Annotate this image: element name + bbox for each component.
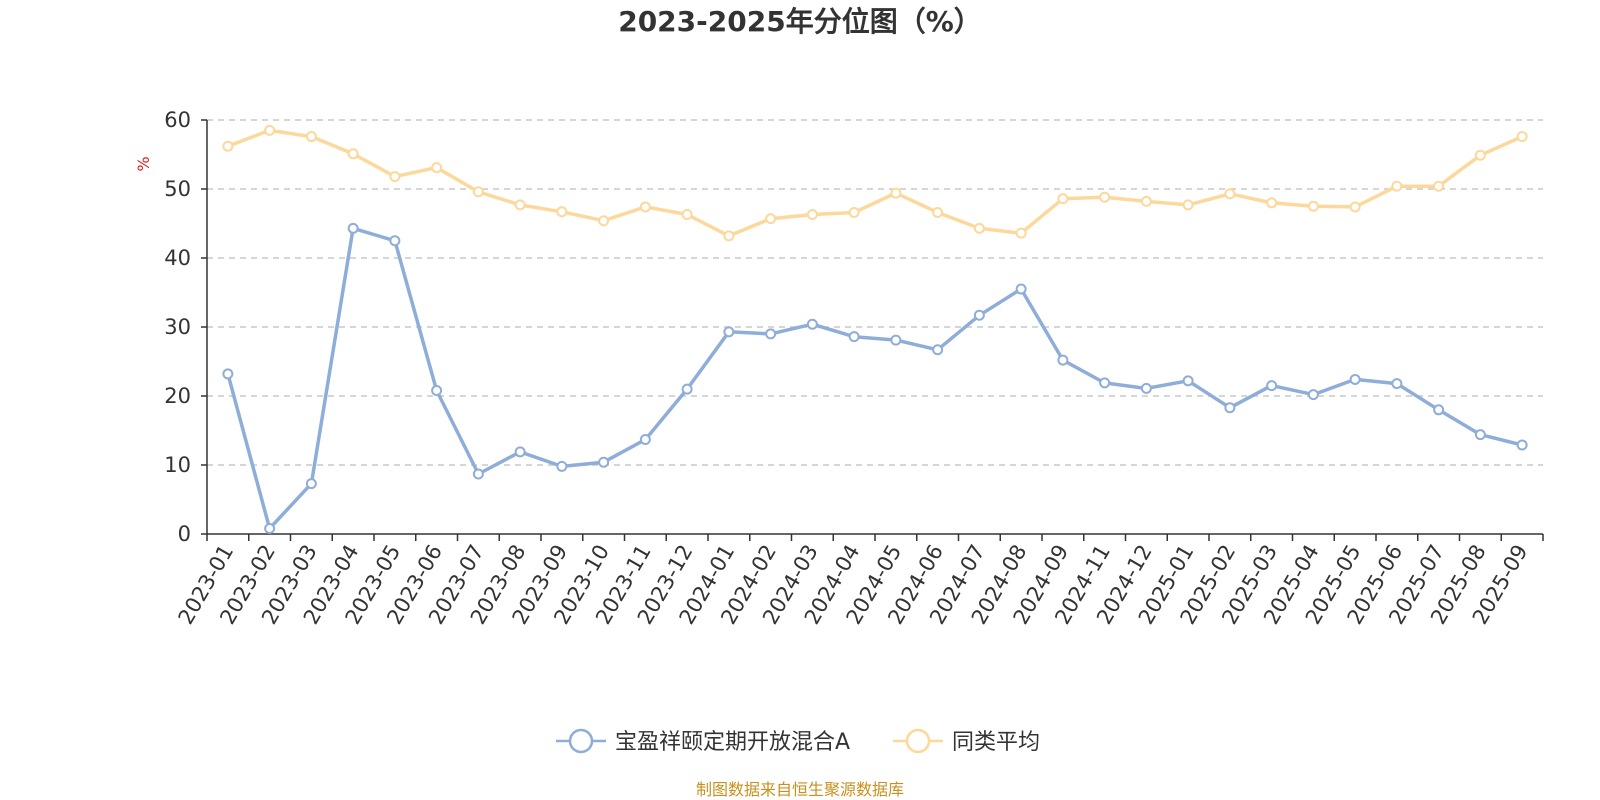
data-point[interactable] <box>389 235 401 247</box>
data-point[interactable] <box>1474 149 1486 161</box>
data-point[interactable] <box>1224 188 1236 200</box>
y-tick-label: 10 <box>164 453 191 477</box>
series-lines <box>222 124 1528 534</box>
data-point[interactable] <box>806 318 818 330</box>
legend-label: 宝盈祥颐定期开放混合A <box>615 730 850 755</box>
data-point[interactable] <box>1349 201 1361 213</box>
data-point[interactable] <box>681 383 693 395</box>
data-point[interactable] <box>347 222 359 234</box>
data-point[interactable] <box>1307 389 1319 401</box>
series-1 <box>222 222 1528 534</box>
y-tick-label: 30 <box>164 315 191 339</box>
data-point[interactable] <box>1015 283 1027 295</box>
data-point[interactable] <box>1140 195 1152 207</box>
data-point[interactable] <box>1182 199 1194 211</box>
data-point[interactable] <box>1224 402 1236 414</box>
data-point[interactable] <box>1474 429 1486 441</box>
data-point[interactable] <box>1057 354 1069 366</box>
data-point[interactable] <box>932 206 944 218</box>
data-source-note: 制图数据来自恒生聚源数据库 <box>695 780 904 799</box>
y-tick-label: 40 <box>164 246 191 270</box>
data-point[interactable] <box>1433 180 1445 192</box>
data-point[interactable] <box>514 446 526 458</box>
data-point[interactable] <box>973 222 985 234</box>
data-point[interactable] <box>1266 380 1278 392</box>
data-point[interactable] <box>639 433 651 445</box>
grid-lines <box>207 119 1543 466</box>
legend-circle-icon <box>568 728 594 754</box>
data-point[interactable] <box>222 368 234 380</box>
data-point[interactable] <box>431 384 443 396</box>
data-point[interactable] <box>765 213 777 225</box>
data-point[interactable] <box>1516 131 1528 143</box>
data-point[interactable] <box>639 201 651 213</box>
data-point[interactable] <box>890 334 902 346</box>
data-point[interactable] <box>1516 439 1528 451</box>
data-point[interactable] <box>681 209 693 221</box>
data-point[interactable] <box>389 171 401 183</box>
data-point[interactable] <box>765 328 777 340</box>
y-tick-label: 20 <box>164 384 191 408</box>
data-point[interactable] <box>305 131 317 143</box>
y-tick-label: 60 <box>164 108 191 132</box>
data-point[interactable] <box>806 209 818 221</box>
data-point[interactable] <box>1391 180 1403 192</box>
legend-item-1[interactable]: 宝盈祥颐定期开放混合A <box>556 728 850 755</box>
data-point[interactable] <box>723 230 735 242</box>
data-point[interactable] <box>973 309 985 321</box>
data-point[interactable] <box>431 162 443 174</box>
data-point[interactable] <box>556 460 568 472</box>
data-point[interactable] <box>848 331 860 343</box>
data-point[interactable] <box>514 199 526 211</box>
series-line <box>226 226 1523 531</box>
legend-circle-icon <box>905 728 931 754</box>
legend-label: 同类平均 <box>952 730 1040 755</box>
axes: 01020304050602023-012023-022023-032023-0… <box>164 108 1544 628</box>
data-point[interactable] <box>723 326 735 338</box>
legend[interactable]: 宝盈祥颐定期开放混合A 同类平均 <box>556 728 1040 755</box>
data-point[interactable] <box>264 124 276 136</box>
data-point[interactable] <box>1182 375 1194 387</box>
data-point[interactable] <box>848 206 860 218</box>
data-point[interactable] <box>932 344 944 356</box>
data-point[interactable] <box>1140 382 1152 394</box>
data-point[interactable] <box>1057 193 1069 205</box>
data-point[interactable] <box>1433 404 1445 416</box>
data-point[interactable] <box>1099 377 1111 389</box>
data-point[interactable] <box>222 140 234 152</box>
data-point[interactable] <box>1391 378 1403 390</box>
data-point[interactable] <box>472 468 484 480</box>
y-axis-unit-label: % <box>134 156 153 171</box>
data-point[interactable] <box>1349 373 1361 385</box>
data-point[interactable] <box>1099 191 1111 203</box>
data-point[interactable] <box>1015 227 1027 239</box>
y-tick-label: 0 <box>178 522 191 546</box>
series-line <box>227 128 1523 238</box>
y-tick-label: 50 <box>164 177 191 201</box>
data-point[interactable] <box>472 186 484 198</box>
legend-item-2[interactable]: 同类平均 <box>893 728 1040 755</box>
data-point[interactable] <box>1307 200 1319 212</box>
data-point[interactable] <box>556 206 568 218</box>
data-point[interactable] <box>347 148 359 160</box>
data-point[interactable] <box>890 187 902 199</box>
data-point[interactable] <box>264 522 276 534</box>
series-2 <box>222 124 1528 242</box>
data-point[interactable] <box>598 215 610 227</box>
data-point[interactable] <box>598 456 610 468</box>
chart-title: 2023-2025年分位图（%） <box>618 5 982 38</box>
data-point[interactable] <box>1266 197 1278 209</box>
data-point[interactable] <box>305 478 317 490</box>
